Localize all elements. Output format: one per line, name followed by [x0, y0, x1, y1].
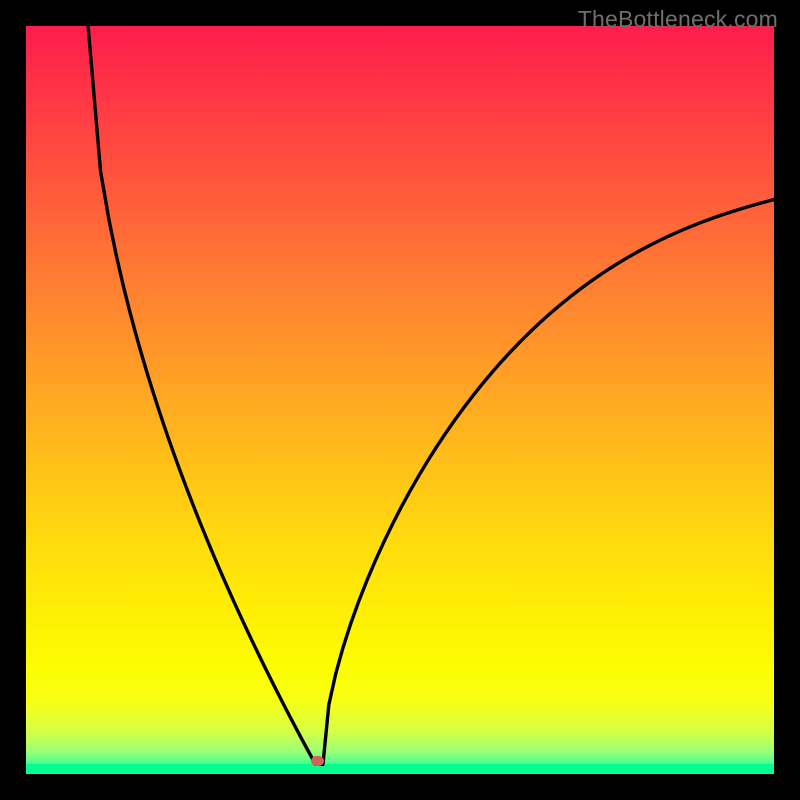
optimal-point-marker — [311, 756, 324, 766]
curve-path — [88, 26, 774, 764]
plot-area — [26, 26, 774, 774]
bottleneck-curve — [26, 26, 774, 774]
watermark-text: TheBottleneck.com — [578, 6, 778, 33]
chart-container: TheBottleneck.com — [0, 0, 800, 800]
